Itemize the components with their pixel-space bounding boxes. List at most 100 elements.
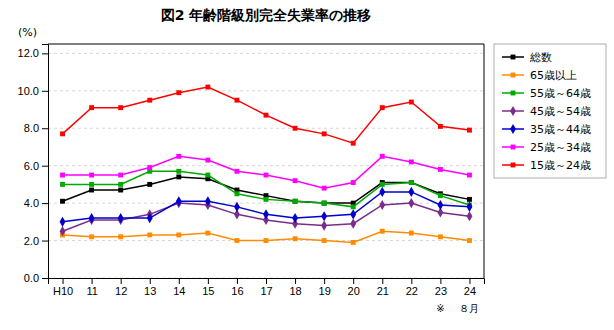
legend-marker bbox=[511, 91, 516, 96]
series-marker bbox=[322, 238, 327, 243]
series-marker bbox=[205, 173, 210, 178]
series-marker bbox=[351, 180, 356, 185]
series bbox=[60, 198, 473, 236]
y-tick-mark bbox=[42, 53, 48, 54]
series-marker bbox=[60, 173, 65, 178]
series-marker bbox=[60, 217, 66, 227]
series-marker bbox=[118, 188, 123, 193]
x-tick: 17 bbox=[260, 278, 272, 297]
x-tick: 16 bbox=[231, 278, 243, 297]
series-marker bbox=[60, 226, 66, 236]
series-line bbox=[63, 177, 470, 203]
x-tick-label: 20 bbox=[348, 285, 360, 297]
series-marker bbox=[351, 240, 356, 245]
legend-marker bbox=[511, 55, 516, 60]
legend-label: 35歳～44歳 bbox=[530, 123, 591, 136]
series-marker bbox=[467, 202, 473, 212]
x-tick-label: 24 bbox=[464, 285, 476, 297]
x-axis-line bbox=[49, 279, 485, 285]
y-tick: 2.0 bbox=[24, 235, 48, 247]
y-tick-mark bbox=[42, 91, 48, 92]
x-axis: H101112131415161718192021222324 bbox=[49, 278, 485, 297]
series-marker bbox=[176, 232, 181, 237]
series-marker bbox=[467, 211, 473, 221]
series-marker bbox=[205, 196, 211, 206]
x-tick-mark bbox=[150, 278, 151, 284]
legend-marker bbox=[511, 73, 516, 78]
x-tick: 11 bbox=[86, 278, 97, 297]
legend-label: 45歳～54歳 bbox=[530, 105, 591, 118]
y-tick: 12.0 bbox=[18, 47, 48, 59]
x-tick: 23 bbox=[435, 278, 447, 297]
legend-item: 総数 bbox=[502, 51, 552, 64]
series bbox=[60, 187, 473, 227]
x-tick-mark bbox=[179, 278, 180, 284]
series-line bbox=[63, 156, 470, 188]
series-marker bbox=[89, 105, 94, 110]
x-tick-label: 22 bbox=[406, 285, 418, 297]
y-tick: 10.0 bbox=[18, 85, 48, 97]
series-line bbox=[63, 87, 470, 143]
x-tick-label: 17 bbox=[260, 285, 272, 297]
series-marker bbox=[205, 158, 210, 163]
legend-label: 15歳～24歳 bbox=[530, 159, 591, 172]
legend-marker bbox=[511, 163, 516, 168]
chart: 0.02.04.06.08.010.012.0H1011121314151617… bbox=[0, 0, 614, 330]
series-marker bbox=[467, 128, 472, 133]
series-marker bbox=[409, 159, 414, 164]
x-tick: 20 bbox=[348, 278, 360, 297]
legend-item: 65歳以上 bbox=[502, 69, 577, 82]
x-annotation: ８月 bbox=[459, 303, 479, 314]
y-tick-mark bbox=[42, 166, 48, 167]
x-tick: 13 bbox=[144, 278, 156, 297]
series-marker bbox=[380, 154, 385, 159]
series-marker bbox=[438, 234, 443, 239]
series-marker bbox=[89, 213, 95, 223]
series-marker bbox=[147, 165, 152, 170]
series-marker bbox=[147, 98, 152, 103]
series-marker bbox=[264, 113, 269, 118]
x-tick-label: 19 bbox=[319, 285, 331, 297]
x-tick-mark bbox=[63, 278, 64, 284]
series-marker bbox=[350, 219, 356, 229]
x-annotation: ※ bbox=[436, 303, 444, 314]
legend: 総数65歳以上55歳～64歳45歳～54歳35歳～44歳25歳～34歳15歳～2… bbox=[494, 44, 606, 178]
grid-line bbox=[48, 53, 484, 54]
x-tick: 19 bbox=[319, 278, 331, 297]
series-marker bbox=[118, 182, 123, 187]
x-tick-mark bbox=[121, 278, 122, 284]
x-tick-mark bbox=[469, 278, 470, 284]
series-marker bbox=[438, 193, 443, 198]
x-tick-label: 16 bbox=[231, 285, 243, 297]
series-marker bbox=[263, 209, 269, 219]
data bbox=[60, 85, 473, 245]
x-tick: H10 bbox=[53, 278, 73, 297]
y-tick-label: 2.0 bbox=[24, 235, 39, 247]
series-marker bbox=[380, 105, 385, 110]
series-marker bbox=[264, 197, 269, 202]
x-tick: 21 bbox=[377, 278, 389, 297]
series-marker bbox=[176, 90, 181, 95]
series-marker bbox=[176, 174, 181, 179]
series-marker bbox=[379, 187, 385, 197]
y-axis-label: (%) bbox=[18, 26, 37, 39]
series-marker bbox=[60, 182, 65, 187]
series-marker bbox=[409, 100, 414, 105]
series-marker bbox=[292, 213, 298, 223]
legend-label: 25歳～34歳 bbox=[530, 141, 591, 154]
series bbox=[60, 85, 472, 146]
series-marker bbox=[264, 238, 269, 243]
grid-line bbox=[48, 90, 484, 91]
series-marker bbox=[89, 173, 94, 178]
series-marker bbox=[322, 201, 327, 206]
series-marker bbox=[147, 232, 152, 237]
series-marker bbox=[467, 197, 472, 202]
series bbox=[60, 229, 472, 245]
series bbox=[60, 154, 472, 191]
grid bbox=[48, 53, 484, 278]
plot-frame bbox=[48, 44, 484, 45]
y-tick-mark bbox=[42, 278, 48, 279]
series-marker bbox=[321, 220, 327, 230]
series-marker bbox=[234, 169, 239, 174]
title: 図2 年齢階級別完全失業率の推移 bbox=[161, 7, 372, 23]
